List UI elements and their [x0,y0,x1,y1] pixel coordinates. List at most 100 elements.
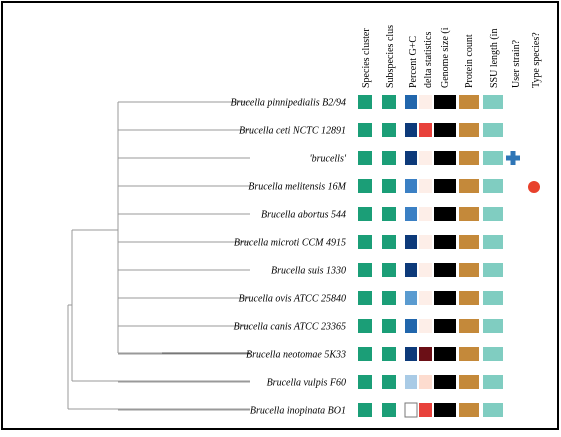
heat-cell [419,375,432,389]
tree [67,102,250,410]
heat-cell [434,403,456,417]
heat-cell [382,291,396,305]
heat-cell [483,319,503,333]
heat-cell [405,319,417,333]
species-name: Brucella neotomae 5K33 [246,350,346,361]
heat-cell [358,151,372,165]
heat-cell [358,263,372,277]
column-header: Type species? [531,32,542,88]
heat-cell [358,319,372,333]
species-name: Brucella ovis ATCC 25840 [239,294,347,305]
heat-cell [434,263,456,277]
heat-cell [358,291,372,305]
heat-cell [382,207,396,221]
heat-cell [419,263,432,277]
species-name: Brucella vulpis F60 [267,378,346,389]
heat-cell [434,179,456,193]
heat-cell [483,207,503,221]
heat-cell [459,151,479,165]
heat-cell [419,403,432,417]
species-name: Brucella canis ATCC 23365 [234,322,347,333]
heat-cell [459,179,479,193]
type-species-marker [528,181,540,193]
heat-cell [405,291,417,305]
column-header: delta statistics [423,32,434,88]
heat-cell [434,123,456,137]
heat-cell [483,263,503,277]
heat-cell [459,403,479,417]
species-name: 'brucells' [310,154,347,165]
column-header: Species cluster [361,28,372,88]
heat-cell [434,375,456,389]
heat-cell [434,95,456,109]
heat-cell [459,291,479,305]
heat-cell [483,375,503,389]
heat-cell [434,291,456,305]
heat-cell [459,235,479,249]
heat-cell [405,151,417,165]
heat-cell [419,291,432,305]
heat-cell [483,403,503,417]
heat-cell [405,95,417,109]
heat-cell [483,123,503,137]
heat-cell [382,375,396,389]
column-header: Genome size (i [440,27,451,88]
heat-cell [459,123,479,137]
heat-cell [419,95,432,109]
column-header: User strain? [511,39,522,88]
species-name: Brucella pinnipedialis B2/94 [230,98,346,109]
heat-cell [434,235,456,249]
heat-cell [405,179,417,193]
heat-cell [358,123,372,137]
species-name: Brucella melitensis 16M [248,182,346,193]
heat-cell [358,235,372,249]
heat-cell [483,179,503,193]
species-name: Brucella microti CCM 4915 [234,238,346,249]
heat-cell [405,263,417,277]
species-name: Brucella suis 1330 [271,266,346,277]
heat-cell [434,347,456,361]
user-strain-marker [510,151,516,165]
heat-cell [382,403,396,417]
heat-cell [382,179,396,193]
heat-cell [419,123,432,137]
heat-cell [358,95,372,109]
column-header: Protein count [464,34,475,88]
heat-cell [459,347,479,361]
species-name: Brucella ceti NCTC 12891 [239,126,346,137]
heat-cell [358,207,372,221]
heat-cell [382,263,396,277]
heat-cell [419,151,432,165]
heat-cell [434,319,456,333]
column-header: Subspecies clus [385,25,396,88]
heat-cell [419,207,432,221]
heat-cell [483,235,503,249]
heat-cell [382,123,396,137]
heat-cell [459,263,479,277]
heat-cell [405,347,417,361]
heat-cell [358,347,372,361]
column-header: SSU length (in [489,29,500,88]
heat-cell [358,375,372,389]
heat-cell [405,207,417,221]
heat-cell [483,291,503,305]
heat-cell [405,375,417,389]
heat-cell [434,207,456,221]
heat-cell [382,151,396,165]
heat-cell [419,319,432,333]
heat-cell [459,319,479,333]
heat-cell [382,95,396,109]
column-header: Percent G+C [408,36,419,88]
heat-cell [382,347,396,361]
species-name: Brucella abortus 544 [261,210,346,221]
heat-cell [419,235,432,249]
heat-cell [434,151,456,165]
heat-cell [404,402,418,418]
heat-cell [382,235,396,249]
heat-cell [358,179,372,193]
heat-cell [483,151,503,165]
heat-cell [382,319,396,333]
heat-cell [459,375,479,389]
heat-cell [358,403,372,417]
